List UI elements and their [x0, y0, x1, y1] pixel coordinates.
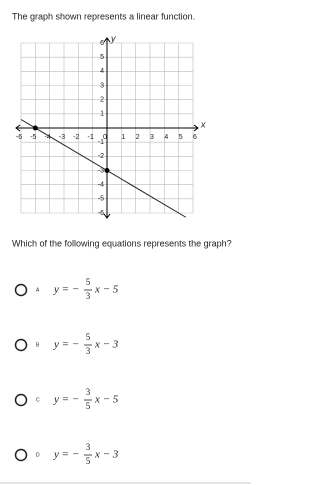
fraction-denominator: 5 [86, 401, 91, 411]
x-tick-label: 1 [121, 134, 125, 141]
y-tick-label: -6 [98, 210, 104, 217]
y-tick-label: -2 [98, 153, 104, 160]
x-tick-label: -5 [30, 134, 36, 141]
fraction-denominator: 3 [86, 346, 91, 356]
fraction-numerator: 5 [86, 332, 91, 342]
x-tick-label: 6 [193, 134, 197, 141]
page: The graph shown represents a linear func… [0, 11, 251, 484]
x-tick-label: -6 [16, 134, 22, 141]
equation-rhs: x − 3 [94, 449, 119, 461]
equation-rhs: x − 5 [94, 284, 119, 296]
radio-button[interactable] [14, 448, 28, 462]
function-line [20, 119, 187, 218]
x-tick-label: -2 [73, 134, 79, 141]
y-axis [103, 37, 111, 219]
option-letter: B [36, 342, 40, 348]
radio-button[interactable] [14, 393, 28, 407]
option-letter: A [36, 287, 40, 293]
fraction-denominator: 3 [86, 291, 91, 301]
equation-lhs: y = − [53, 284, 79, 296]
y-tick-label: -5 [98, 196, 104, 203]
y-tick-label: -4 [98, 182, 104, 189]
equation-rhs: x − 5 [94, 394, 119, 406]
point [104, 168, 110, 173]
radio-button[interactable] [14, 283, 28, 297]
y-tick-label: -3 [98, 167, 104, 174]
y-tick-label: -1 [98, 139, 104, 146]
equation-rhs: x − 3 [94, 339, 119, 351]
y-tick-label: 5 [100, 54, 104, 61]
x-tick-label: -1 [88, 134, 94, 141]
question: The graph shown represents a linear func… [12, 11, 195, 21]
option-letter: D [36, 452, 40, 458]
equation-lhs: y = − [53, 449, 79, 461]
fraction-numerator: 3 [86, 442, 91, 452]
fraction-denominator: 5 [86, 456, 91, 466]
fraction-numerator: 3 [86, 387, 91, 397]
point [32, 125, 38, 131]
x-tick-label: -3 [59, 134, 65, 141]
y-tick-label: 1 [100, 111, 104, 118]
y-tick-label: 4 [100, 68, 104, 75]
radio-button[interactable] [14, 338, 28, 352]
y-tick-label: 2 [100, 97, 104, 104]
x-tick-label: 5 [179, 134, 183, 141]
prompt: Which of the following equations represe… [12, 238, 232, 248]
y-axis-label: y [110, 33, 116, 43]
y-tick-label: 3 [100, 82, 104, 89]
x-tick-label: -4 [45, 134, 51, 141]
fraction-numerator: 5 [86, 277, 91, 287]
equation-lhs: y = − [53, 394, 79, 406]
x-axis-label: x [200, 119, 206, 129]
y-tick-label: 6 [100, 40, 104, 47]
x-tick-label: 2 [136, 134, 140, 141]
x-tick-label: 3 [150, 134, 154, 141]
x-tick-label: 4 [164, 134, 168, 141]
option-letter: C [36, 397, 40, 403]
equation-lhs: y = − [53, 339, 79, 351]
x-tick-label: 0 [103, 134, 107, 141]
